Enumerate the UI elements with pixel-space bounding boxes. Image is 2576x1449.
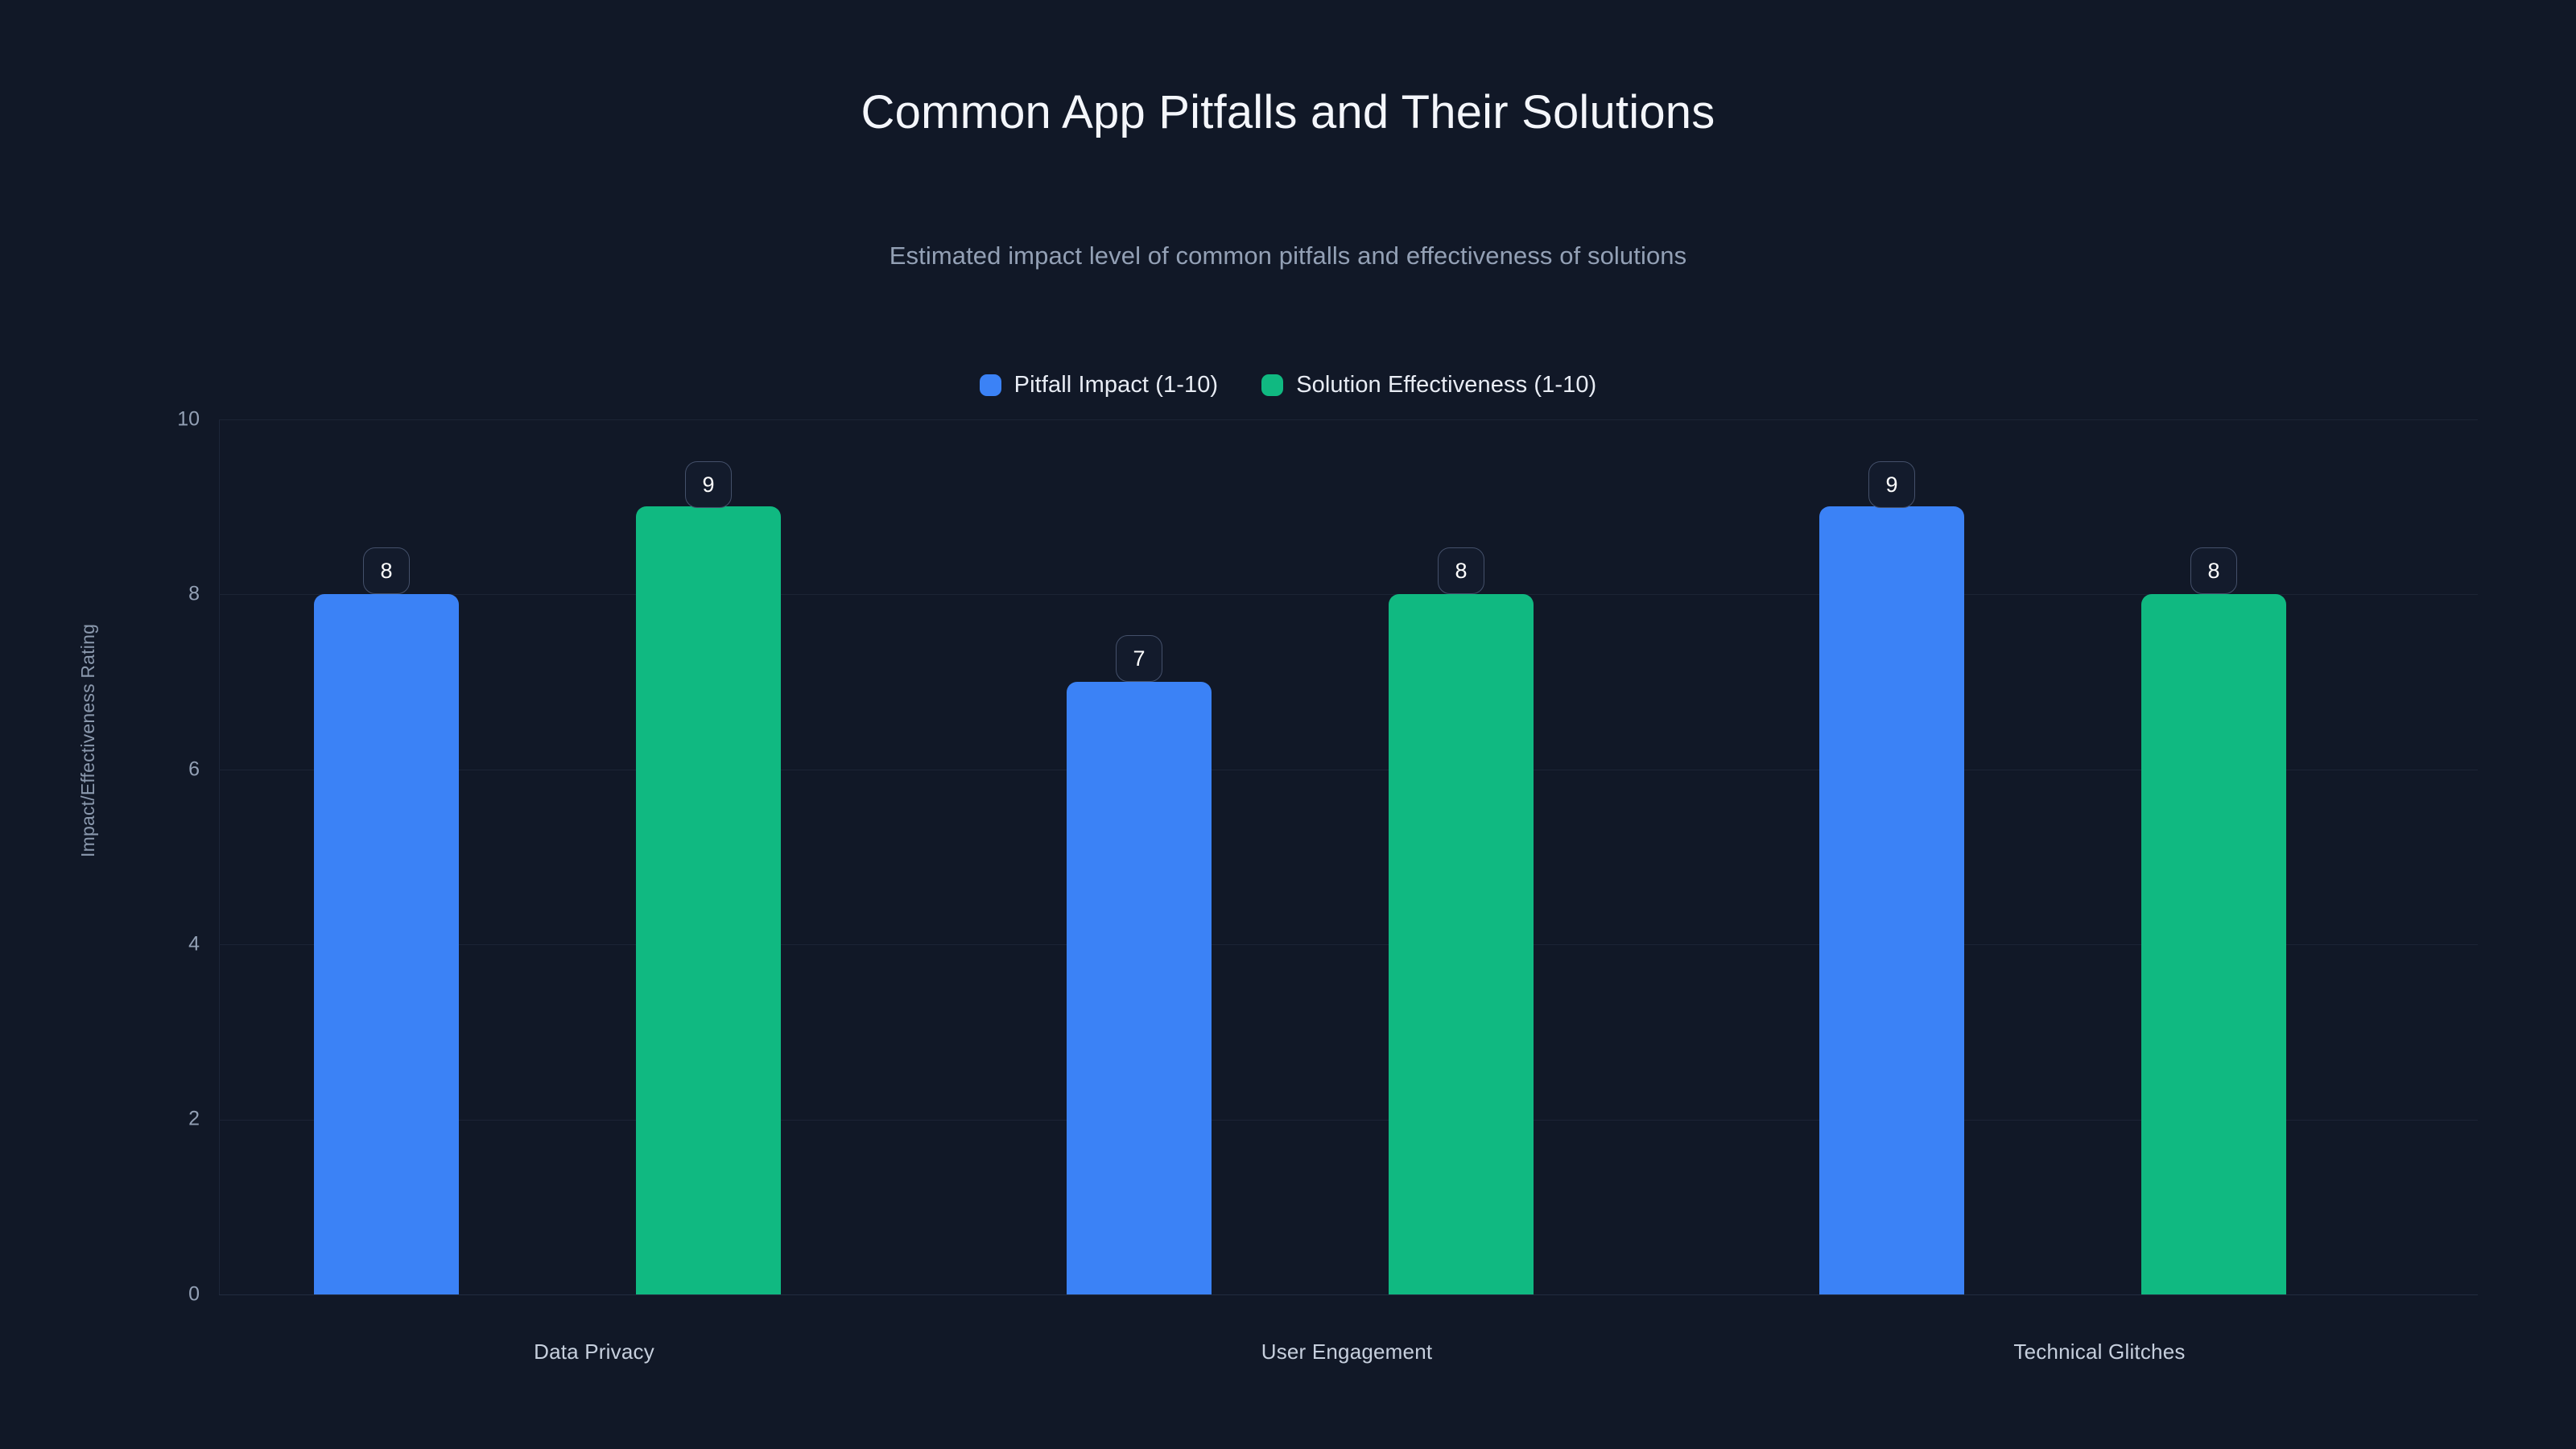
bar-data-privacy-solution-effectiveness[interactable]	[636, 506, 781, 1294]
chart-legend: Pitfall Impact (1-10) Solution Effective…	[0, 372, 2576, 398]
bar-technical-glitches-solution-effectiveness[interactable]	[2141, 594, 2286, 1294]
bar-user-engagement-solution-effectiveness[interactable]	[1389, 594, 1534, 1294]
data-label-badge: 7	[1116, 635, 1162, 682]
y-tick-label: 10	[177, 407, 200, 431]
square-swatch-icon	[979, 374, 1001, 396]
y-axis-title: Impact/Effectiveness Rating	[77, 623, 98, 857]
gridline-8	[219, 594, 2478, 595]
gridline-2	[219, 1120, 2478, 1121]
data-label-badge: 9	[1868, 461, 1915, 508]
bar-data-privacy-pitfall-impact[interactable]	[314, 594, 459, 1294]
page-title: Common App Pitfalls and Their Solutions	[861, 86, 1715, 138]
legend-item-solution-effectiveness[interactable]: Solution Effectiveness (1-10)	[1261, 372, 1596, 398]
bar-technical-glitches-pitfall-impact[interactable]	[1819, 506, 1964, 1294]
y-tick-label: 0	[188, 1282, 200, 1306]
chart-subtitle: Estimated impact level of common pitfall…	[889, 242, 1687, 270]
legend-label: Solution Effectiveness (1-10)	[1296, 372, 1597, 398]
data-label-badge: 8	[2190, 547, 2237, 594]
data-label-badge: 8	[363, 547, 410, 594]
y-axis-line	[219, 419, 220, 1294]
square-swatch-icon	[1261, 374, 1284, 396]
y-tick-label: 2	[188, 1107, 200, 1130]
legend-label: Pitfall Impact (1-10)	[1013, 372, 1219, 398]
data-label-badge: 9	[685, 461, 732, 508]
gridline-4	[219, 944, 2478, 945]
x-tick-label-data-privacy: Data Privacy	[534, 1340, 654, 1364]
gridline-10	[219, 419, 2478, 420]
y-tick-label: 4	[188, 932, 200, 956]
x-tick-label-technical-glitches: Technical Glitches	[2013, 1340, 2186, 1364]
plot-area	[219, 419, 2478, 1295]
y-tick-label: 6	[188, 758, 200, 781]
y-tick-label: 8	[188, 582, 200, 605]
x-axis-line	[219, 1294, 2478, 1295]
data-label-badge: 8	[1438, 547, 1484, 594]
bar-user-engagement-pitfall-impact[interactable]	[1067, 682, 1212, 1294]
legend-item-pitfall-impact[interactable]: Pitfall Impact (1-10)	[979, 372, 1219, 398]
x-tick-label-user-engagement: User Engagement	[1261, 1340, 1433, 1364]
